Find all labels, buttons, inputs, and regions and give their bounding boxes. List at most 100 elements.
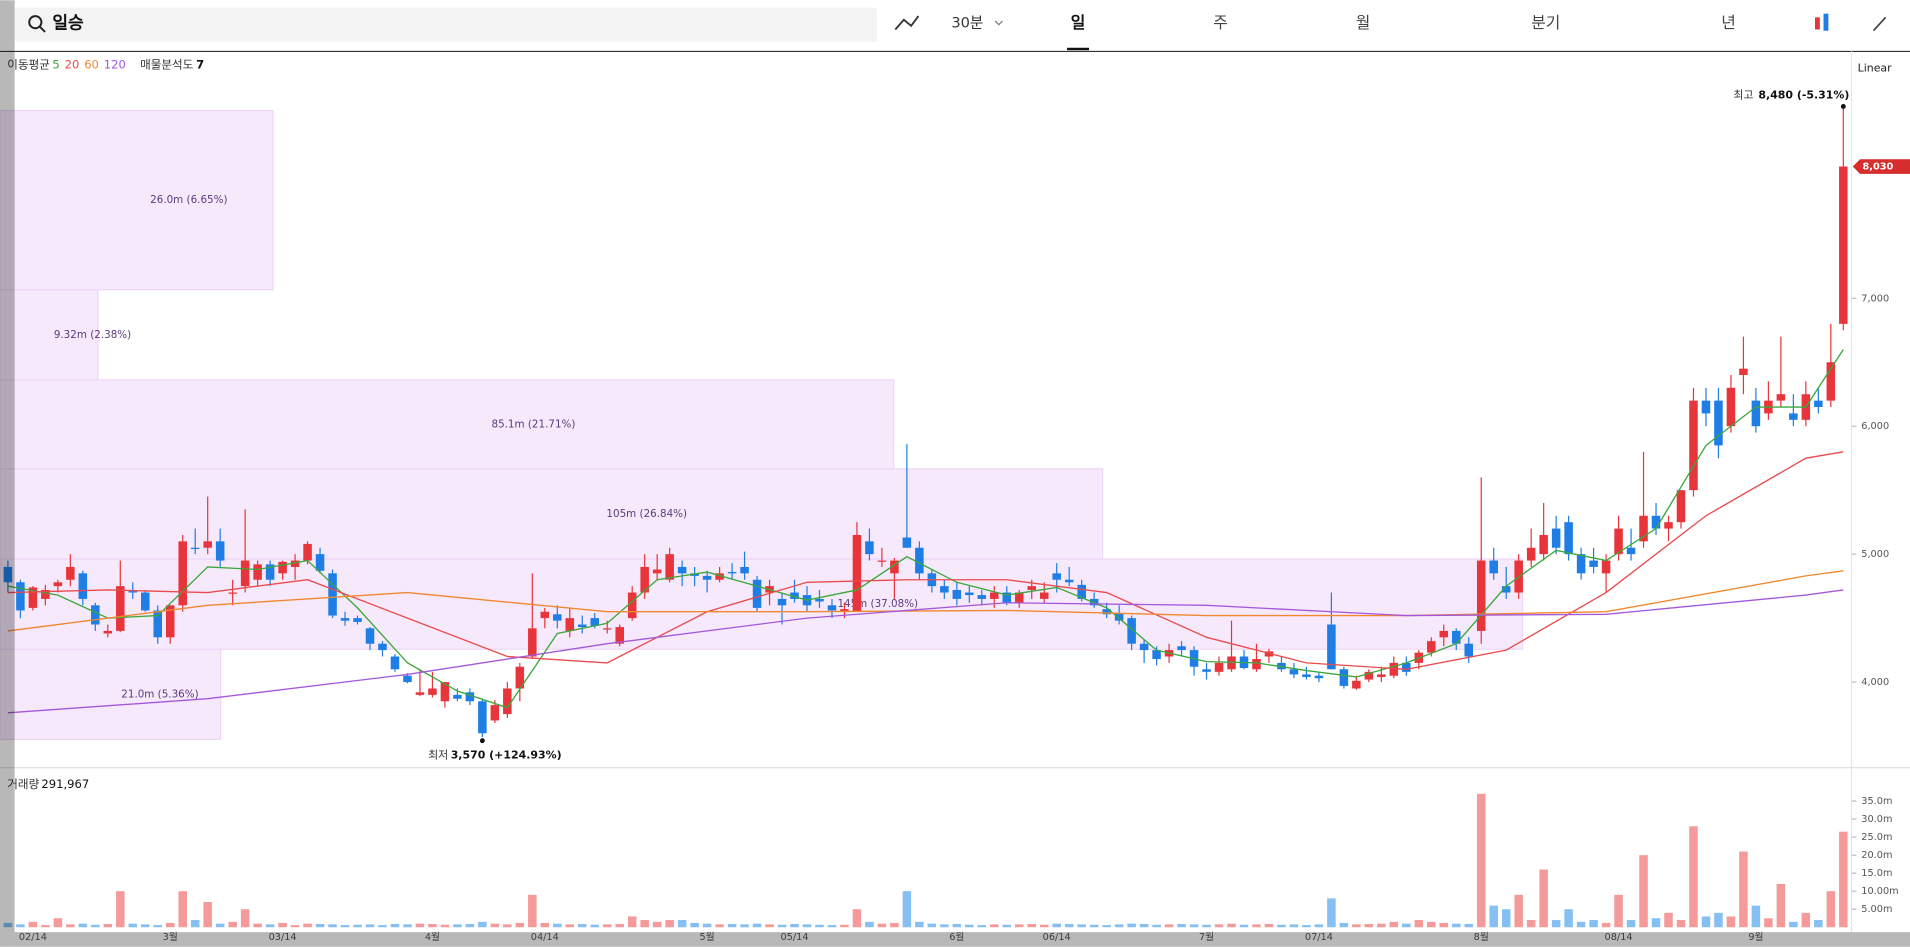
candle-body xyxy=(1601,560,1611,574)
candle-body xyxy=(1177,646,1186,651)
profile-label: 105m (26.84%) xyxy=(606,508,687,520)
volume-bar xyxy=(1064,924,1074,928)
volume-bar xyxy=(1526,920,1536,928)
x-tick-label: 7월 xyxy=(1199,931,1214,943)
high-marker xyxy=(1840,104,1846,109)
search-text[interactable]: 일승 xyxy=(52,13,84,33)
search-box[interactable] xyxy=(14,7,878,42)
moving-average xyxy=(7,451,1844,670)
volume-bar xyxy=(1801,912,1811,928)
volume-bar xyxy=(1202,924,1211,928)
volume-bar xyxy=(1476,793,1486,928)
ma-legend-entry: 60 xyxy=(84,57,99,71)
volume-bar xyxy=(1539,869,1548,928)
scale-button[interactable]: Linear xyxy=(1858,61,1893,74)
x-tick-label: 6월 xyxy=(949,931,964,943)
volume-bar xyxy=(1402,923,1411,928)
volume-bar xyxy=(228,921,237,928)
volume-bar xyxy=(665,920,674,928)
candle-body xyxy=(952,589,962,599)
candle-body xyxy=(78,573,88,599)
volume-bar xyxy=(740,924,749,928)
volume-bar xyxy=(1377,923,1386,928)
candle-body xyxy=(1714,400,1723,446)
volume-bar xyxy=(952,924,962,928)
volume-bar xyxy=(428,924,437,928)
chart-type-icon[interactable] xyxy=(1814,17,1820,30)
x-tick-label: 5월 xyxy=(700,931,715,943)
candle-body xyxy=(1027,586,1037,590)
candle-body xyxy=(1402,662,1411,672)
candle-body xyxy=(103,630,113,634)
volume-bar xyxy=(1739,851,1748,928)
moving-average xyxy=(7,589,1844,714)
candle-body xyxy=(553,614,562,621)
candle-body xyxy=(290,560,300,567)
draw-icon[interactable] xyxy=(1872,16,1887,32)
volume-bar xyxy=(403,924,412,928)
y-tick-label: 6,000 xyxy=(1861,421,1889,432)
volume-bar xyxy=(677,920,687,928)
candle-body xyxy=(715,573,724,580)
candle-body xyxy=(790,592,799,599)
period-tab[interactable]: 분기 xyxy=(1531,13,1560,32)
volume-bar xyxy=(353,924,362,928)
volume-legend-label: 거래량 xyxy=(7,777,39,791)
volume-bar xyxy=(1189,924,1199,928)
candle-body xyxy=(53,582,63,587)
candle-body xyxy=(1302,674,1311,677)
volume-bar xyxy=(902,891,912,928)
candle-body xyxy=(777,598,787,606)
candle-body xyxy=(415,692,425,695)
period-tab[interactable]: 월 xyxy=(1356,13,1371,32)
volume-bar xyxy=(1214,924,1224,928)
x-tick-label: 4월 xyxy=(425,931,440,943)
volume-bar xyxy=(1427,921,1436,928)
indicator-button[interactable] xyxy=(894,15,920,31)
candle-body xyxy=(528,628,537,657)
candle-body xyxy=(1564,522,1573,555)
moving-average xyxy=(7,349,1844,709)
candle-body xyxy=(490,705,500,721)
candle-body xyxy=(1689,400,1698,491)
volume-bar xyxy=(727,924,737,928)
profile-bar xyxy=(0,109,274,291)
volume-bar xyxy=(702,923,712,928)
y-tick-label: 5,000 xyxy=(1861,549,1889,560)
volume-bar xyxy=(1039,924,1049,928)
volume-bar xyxy=(165,922,175,928)
candle-body xyxy=(140,592,150,611)
volume-bar xyxy=(1614,894,1623,928)
volume-bar xyxy=(91,924,100,928)
candle-body xyxy=(902,537,912,548)
high-annotation-prefix: 최고 xyxy=(1733,89,1753,102)
volume-bar xyxy=(602,924,612,928)
interval-button[interactable]: 30분 xyxy=(951,14,983,31)
candle-body xyxy=(303,543,312,561)
profile-bar xyxy=(0,648,222,741)
volume-bar xyxy=(1252,924,1261,928)
period-tab[interactable]: 주 xyxy=(1213,13,1228,32)
volume-bar xyxy=(253,923,262,928)
volume-bar xyxy=(1327,898,1336,928)
period-tab[interactable]: 년 xyxy=(1721,13,1736,32)
volume-bar xyxy=(1489,905,1498,928)
x-tick-label: 04/14 xyxy=(531,932,559,943)
volume-bar xyxy=(1776,883,1786,928)
y-tick-label: 20.0m xyxy=(1861,850,1892,861)
chart-type-icon[interactable] xyxy=(1823,13,1829,31)
candle-body xyxy=(353,618,362,622)
candle-body xyxy=(1064,579,1074,583)
volume-bar xyxy=(1239,924,1249,928)
candle-body xyxy=(178,541,187,606)
volume-bar xyxy=(1664,912,1673,928)
volume-bar xyxy=(590,924,600,928)
period-tab[interactable]: 일 xyxy=(1071,13,1086,32)
volume-bar xyxy=(1601,922,1611,928)
candle-body xyxy=(1039,592,1049,599)
volume-bar xyxy=(315,924,325,928)
volume-bar xyxy=(1314,924,1324,928)
y-tick-label: 30.0m xyxy=(1861,814,1892,825)
candle-body xyxy=(1464,643,1474,657)
volume-bar xyxy=(1451,923,1461,928)
